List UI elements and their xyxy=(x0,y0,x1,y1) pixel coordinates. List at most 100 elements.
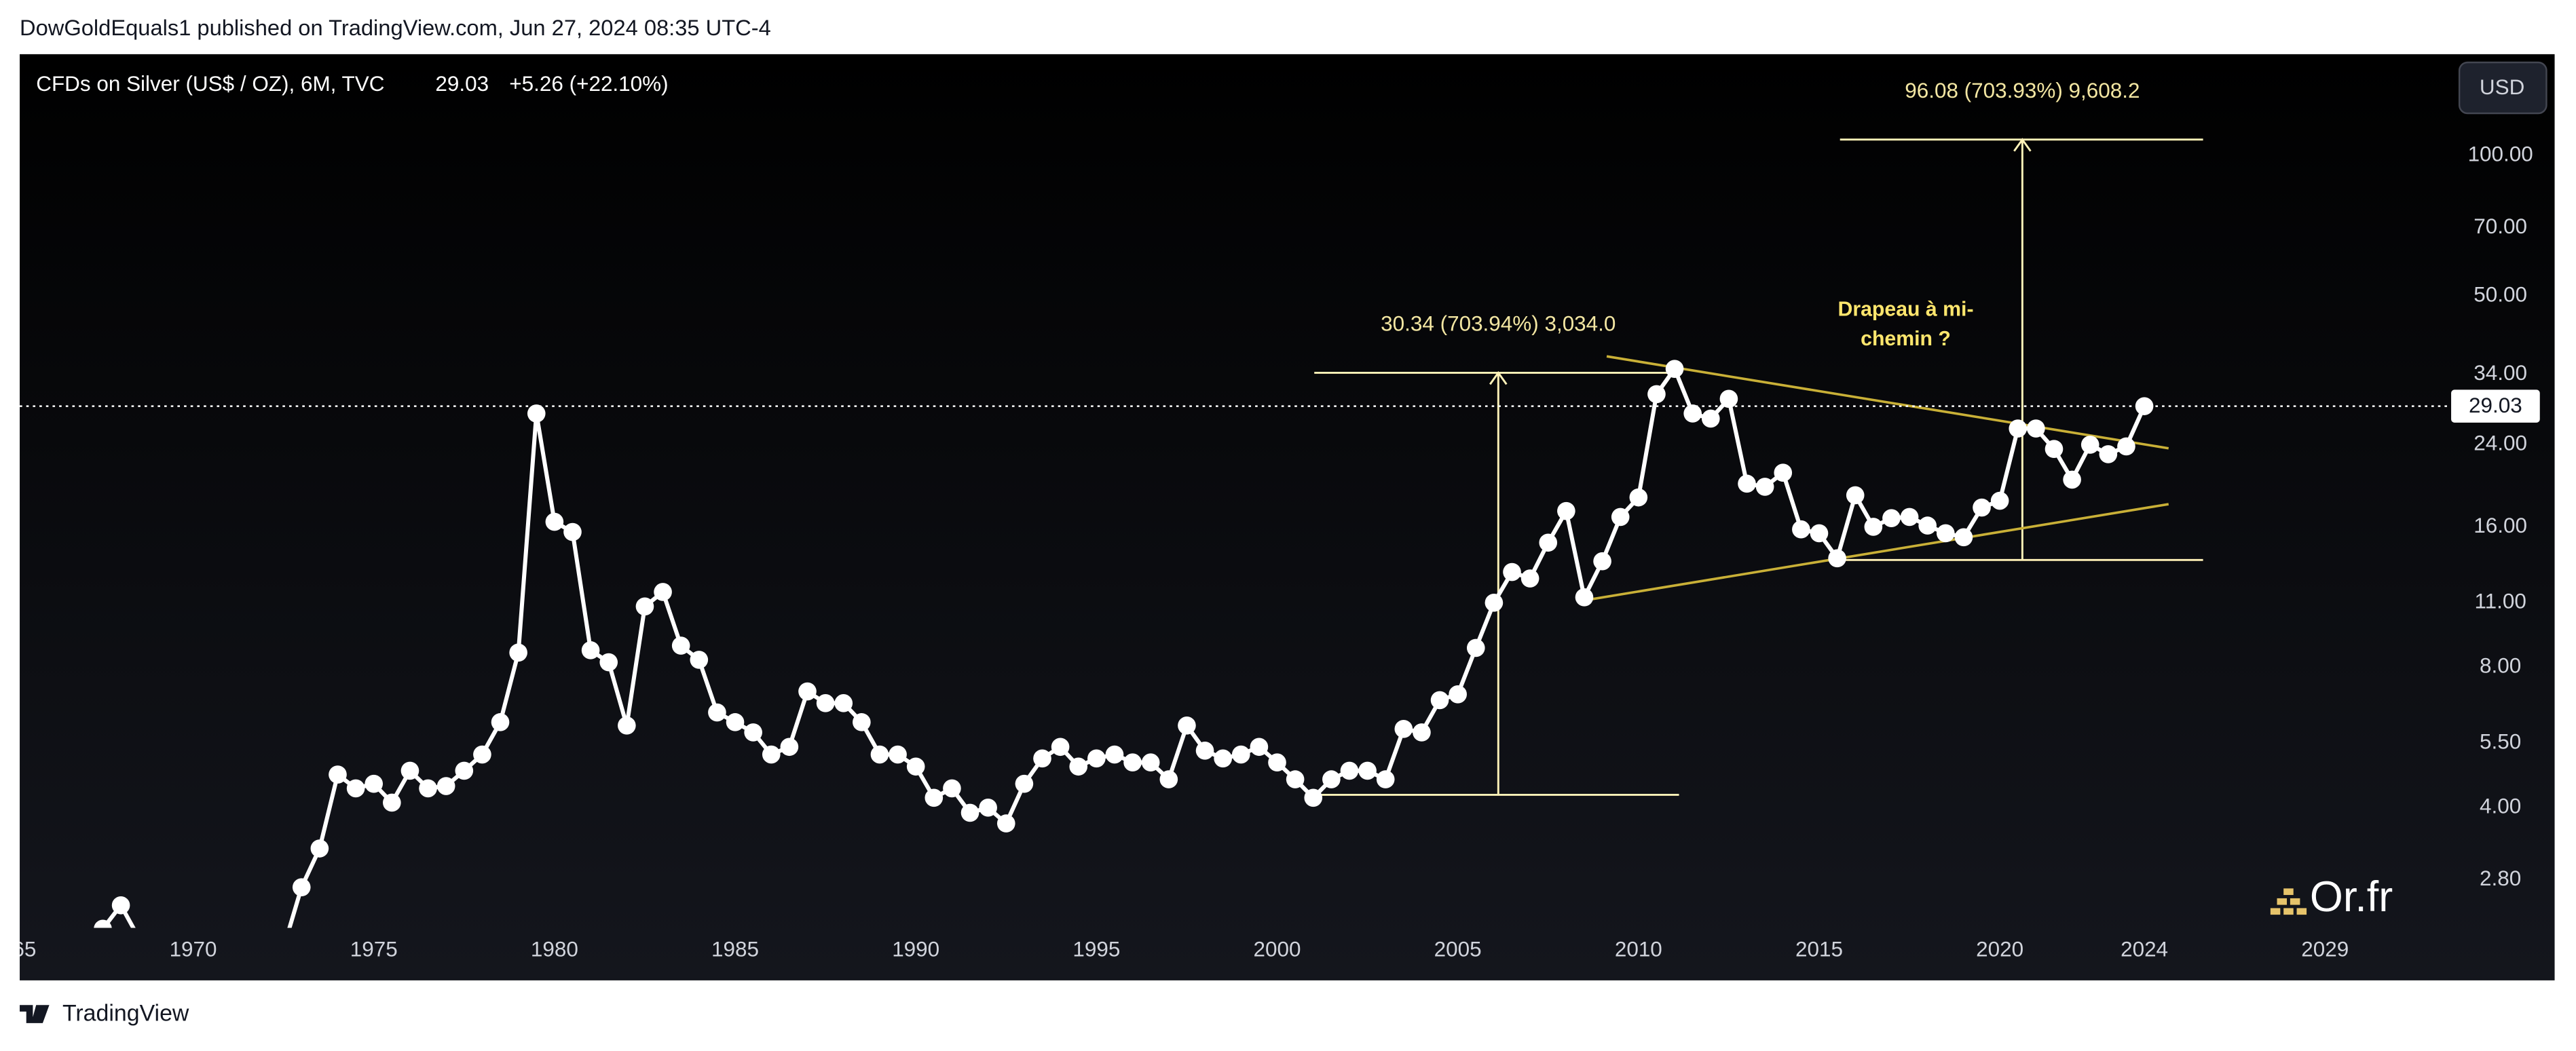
price-point xyxy=(1539,533,1558,552)
price-point xyxy=(798,682,817,701)
price-point xyxy=(1810,524,1829,543)
watermark-text: Or.fr xyxy=(2310,873,2393,921)
price-point xyxy=(1430,691,1449,710)
price-point xyxy=(1882,509,1901,528)
price-point xyxy=(2117,437,2135,456)
last-price-box xyxy=(2451,389,2540,423)
price-point xyxy=(1178,716,1196,735)
price-point xyxy=(365,774,384,793)
price-point xyxy=(2135,397,2154,415)
x-tick-label: 2020 xyxy=(1976,938,2023,961)
price-point xyxy=(2099,445,2118,463)
x-tick-label: 1990 xyxy=(892,938,939,961)
x-axis: 1965 1970 1975 1980 1985 1990 1995 2000 2005 2010… xyxy=(20,938,2349,961)
price-point xyxy=(1286,770,1305,788)
price-point xyxy=(491,713,510,731)
price-point xyxy=(1593,552,1611,571)
price-point xyxy=(1485,594,1504,612)
price-point xyxy=(1195,742,1214,760)
price-point xyxy=(870,745,889,764)
y-tick-label: 5.50 xyxy=(2480,730,2521,754)
price-point xyxy=(2027,419,2045,438)
price-point xyxy=(1069,757,1088,776)
y-tick-label: 2.80 xyxy=(2480,866,2521,890)
price-point xyxy=(996,814,1015,833)
price-point xyxy=(1954,528,1973,547)
price-point xyxy=(1665,360,1684,378)
price-point xyxy=(1557,501,1575,520)
price-point xyxy=(1683,404,1702,423)
footer: TradingView xyxy=(62,1001,189,1027)
y-tick-label: 100.00 xyxy=(2468,142,2533,166)
price-point xyxy=(1846,486,1865,505)
price-point xyxy=(726,713,745,731)
price-point xyxy=(2080,436,2099,454)
price-point xyxy=(1413,723,1431,742)
x-tick-label: 2029 xyxy=(2301,938,2349,961)
price-point xyxy=(292,878,311,896)
x-tick-label: 1980 xyxy=(531,938,578,961)
legend-change: +5.26 (+22.10%) xyxy=(509,72,668,96)
x-tick-label: 2000 xyxy=(1254,938,1301,961)
price-point xyxy=(473,745,491,764)
price-point xyxy=(1774,463,1793,482)
price-point xyxy=(1719,389,1738,408)
price-point xyxy=(1250,738,1269,757)
price-point xyxy=(310,839,329,858)
price-point xyxy=(599,653,618,672)
x-tick-label: 1985 xyxy=(711,938,759,961)
price-point xyxy=(1611,508,1630,527)
x-tick-label: 2010 xyxy=(1615,938,1662,961)
price-point xyxy=(1105,745,1124,764)
price-point xyxy=(1900,508,1919,527)
price-point xyxy=(346,779,365,798)
price-point xyxy=(111,896,130,915)
x-tick-label: 1975 xyxy=(350,938,398,961)
price-point xyxy=(419,779,437,798)
legend-price: 29.03 xyxy=(435,72,489,96)
price-point xyxy=(329,765,347,784)
price-point xyxy=(400,761,419,780)
price-point xyxy=(1340,761,1359,780)
price-point xyxy=(979,799,997,817)
price-point xyxy=(1087,749,1106,768)
price-point xyxy=(383,793,401,812)
price-point xyxy=(563,522,582,541)
price-point xyxy=(1159,770,1178,788)
price-point xyxy=(1358,761,1377,780)
y-tick-label: 8.00 xyxy=(2480,654,2521,678)
price-point xyxy=(889,745,907,764)
currency-label[interactable]: USD xyxy=(2480,75,2524,99)
price-point xyxy=(1051,738,1070,757)
x-tick-label: 2015 xyxy=(1795,938,1843,961)
price-point xyxy=(436,777,455,795)
price-point xyxy=(1231,745,1250,764)
price-point xyxy=(744,723,762,742)
price-point xyxy=(654,583,672,601)
price-point xyxy=(1015,774,1034,793)
price-point xyxy=(1503,562,1521,581)
price-point xyxy=(671,636,690,655)
price-point xyxy=(2045,440,2064,459)
price-point xyxy=(1755,478,1774,496)
x-tick-label: 2005 xyxy=(1434,938,1482,961)
price-point xyxy=(2009,419,2028,438)
price-point xyxy=(1141,753,1160,772)
plot xyxy=(94,360,2154,928)
y-tick-label: 16.00 xyxy=(2474,514,2527,537)
price-point xyxy=(455,761,474,780)
price-point xyxy=(906,757,925,776)
price-point xyxy=(1033,749,1051,768)
price-point xyxy=(2063,470,2081,489)
measure-tool xyxy=(1314,138,2203,796)
currency-button[interactable] xyxy=(2458,61,2547,115)
price-point xyxy=(94,919,112,928)
price-point xyxy=(853,713,871,731)
price-point xyxy=(1268,753,1286,772)
measure-label: 30.34 (703.94%) 3,034.0 xyxy=(1381,312,1616,336)
price-point xyxy=(960,803,979,822)
price-point xyxy=(1520,569,1539,588)
price-point xyxy=(1123,753,1142,772)
note-text: Drapeau à mi- xyxy=(1837,298,1973,320)
